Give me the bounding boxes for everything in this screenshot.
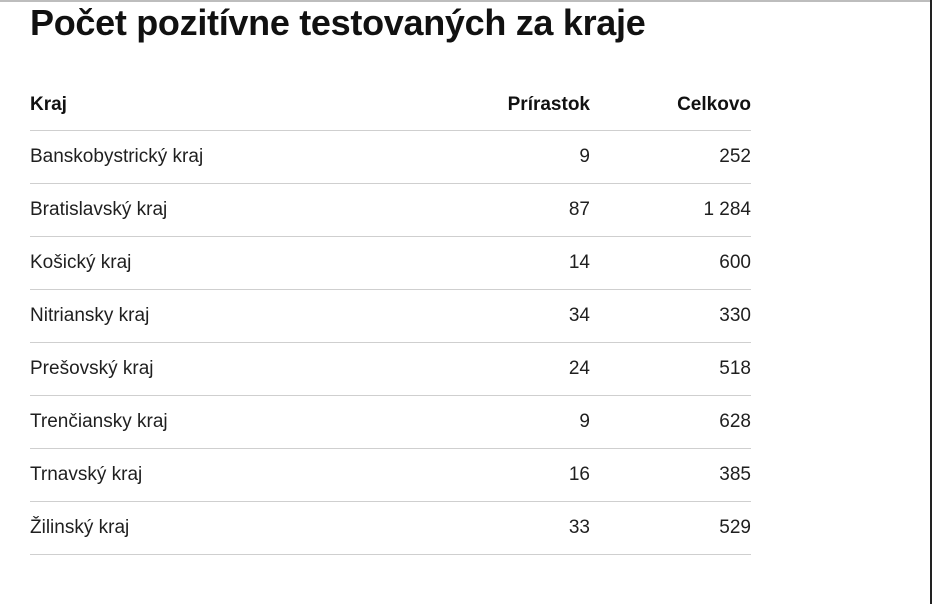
- region-cell: Banskobystrický kraj: [30, 130, 430, 184]
- total-cell: 628: [590, 395, 751, 449]
- increase-cell: 9: [430, 395, 590, 449]
- region-cell: Trnavský kraj: [30, 448, 430, 502]
- table-row: Nitriansky kraj 34 330: [30, 289, 751, 343]
- table-header-row: Kraj Prírastok Celkovo: [30, 79, 751, 131]
- increase-cell: 87: [430, 183, 590, 237]
- total-cell: 518: [590, 342, 751, 396]
- increase-cell: 33: [430, 501, 590, 555]
- table-row: Banskobystrický kraj 9 252: [30, 130, 751, 184]
- regional-positive-cases-table: Kraj Prírastok Celkovo Banskobystrický k…: [30, 79, 751, 555]
- total-cell: 330: [590, 289, 751, 343]
- table-row: Trenčiansky kraj 9 628: [30, 395, 751, 449]
- table-row: Trnavský kraj 16 385: [30, 448, 751, 502]
- table-row: Bratislavský kraj 87 1 284: [30, 183, 751, 237]
- increase-cell: 34: [430, 289, 590, 343]
- total-cell: 252: [590, 130, 751, 184]
- top-border-line: [0, 0, 932, 2]
- table-row: Žilinský kraj 33 529: [30, 501, 751, 555]
- column-header-total: Celkovo: [590, 79, 751, 131]
- column-header-increase: Prírastok: [430, 79, 590, 131]
- region-cell: Bratislavský kraj: [30, 183, 430, 237]
- region-cell: Košický kraj: [30, 236, 430, 290]
- increase-cell: 16: [430, 448, 590, 502]
- table-title: Počet pozitívne testovaných za kraje: [30, 2, 646, 43]
- column-header-region: Kraj: [30, 79, 430, 131]
- table-row: Košický kraj 14 600: [30, 236, 751, 290]
- region-cell: Nitriansky kraj: [30, 289, 430, 343]
- increase-cell: 14: [430, 236, 590, 290]
- increase-cell: 9: [430, 130, 590, 184]
- total-cell: 600: [590, 236, 751, 290]
- total-cell: 1 284: [590, 183, 751, 237]
- total-cell: 529: [590, 501, 751, 555]
- table-row: Prešovský kraj 24 518: [30, 342, 751, 396]
- region-cell: Žilinský kraj: [30, 501, 430, 555]
- right-edge-line: [930, 0, 932, 604]
- region-cell: Prešovský kraj: [30, 342, 430, 396]
- total-cell: 385: [590, 448, 751, 502]
- region-cell: Trenčiansky kraj: [30, 395, 430, 449]
- increase-cell: 24: [430, 342, 590, 396]
